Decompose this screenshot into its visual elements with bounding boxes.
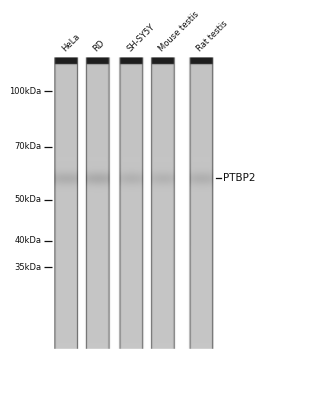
Text: Rat testis: Rat testis: [195, 19, 229, 53]
Text: RD: RD: [92, 38, 107, 53]
Text: 50kDa: 50kDa: [15, 195, 42, 204]
Text: 70kDa: 70kDa: [15, 142, 42, 151]
Text: 35kDa: 35kDa: [15, 263, 42, 272]
Text: Mouse testis: Mouse testis: [157, 9, 200, 53]
Text: 100kDa: 100kDa: [9, 87, 42, 96]
Text: SH-SY5Y: SH-SY5Y: [125, 22, 156, 53]
Text: PTBP2: PTBP2: [223, 174, 255, 184]
Text: 40kDa: 40kDa: [15, 236, 42, 246]
Text: HeLa: HeLa: [60, 32, 82, 53]
